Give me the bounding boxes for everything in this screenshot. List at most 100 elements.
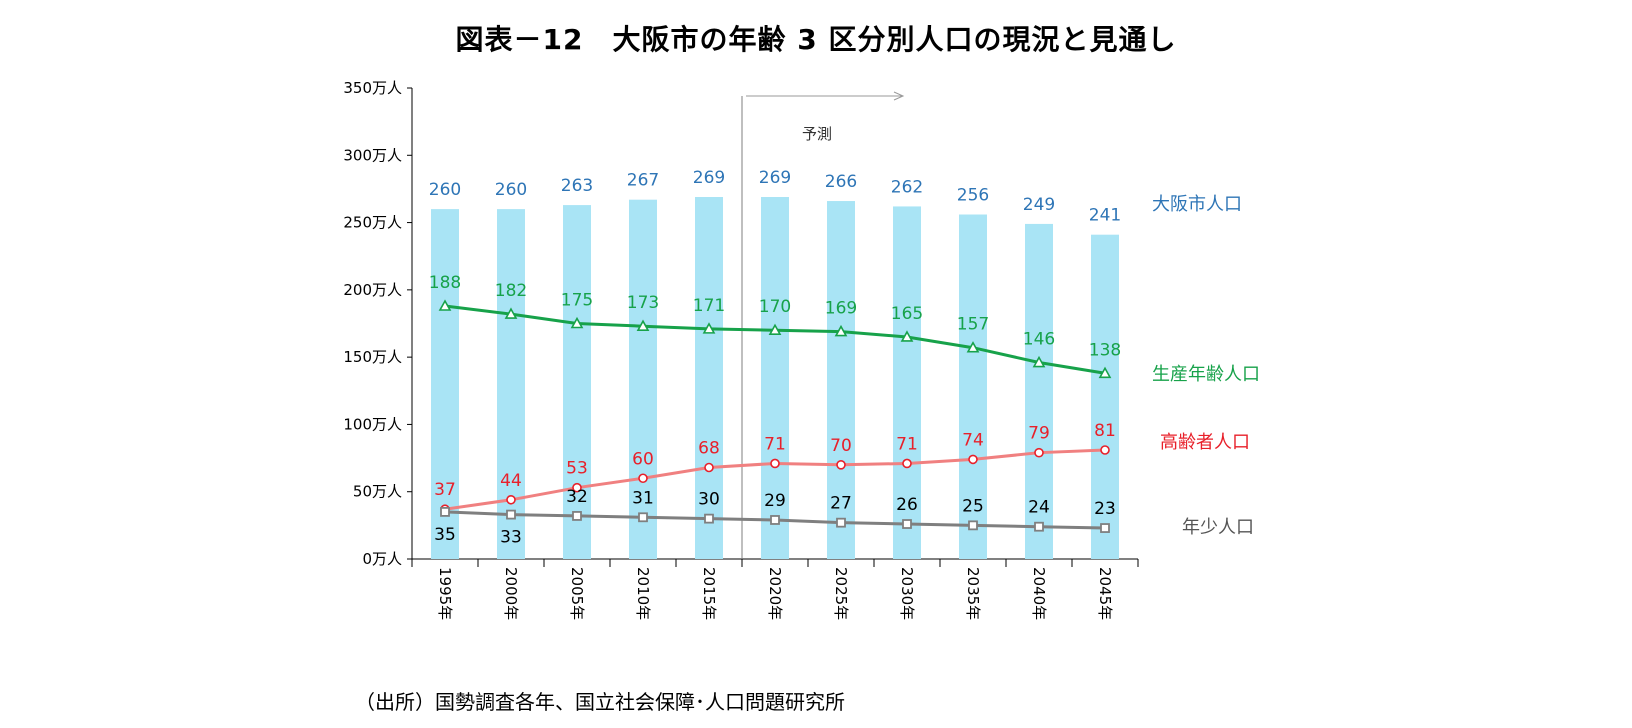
marker-youth [902, 519, 912, 529]
bar-total-population [893, 206, 921, 559]
data-label-elderly: 74 [962, 430, 984, 450]
data-label-elderly: 68 [698, 438, 720, 458]
marker-elderly [1034, 447, 1044, 458]
data-label-elderly: 71 [896, 434, 918, 454]
marker-working-age [570, 316, 584, 329]
y-tick-label: 50万人 [353, 483, 402, 501]
x-tick-label: 2030年 [898, 567, 916, 620]
marker-working-age [504, 307, 518, 319]
data-label-working-age: 146 [1023, 330, 1055, 350]
marker-working-age [636, 319, 650, 331]
data-label-working-age: 175 [561, 291, 593, 311]
marker-youth [1034, 521, 1044, 532]
marker-elderly [638, 473, 648, 484]
marker-youth [1100, 523, 1110, 533]
data-label-youth: 30 [698, 490, 720, 510]
bar-total-population [695, 197, 723, 559]
data-label-youth: 32 [566, 487, 588, 507]
y-tick-label: 0万人 [362, 550, 402, 568]
y-tick-label: 100万人 [343, 415, 402, 433]
x-tick-label: 2000年 [502, 567, 520, 620]
data-label-youth: 25 [962, 496, 984, 516]
bar-value-label: 241 [1089, 206, 1121, 226]
data-label-youth: 29 [764, 491, 786, 511]
forecast-layer: 予測 [741, 91, 905, 559]
series-name-label: 生産年齢人口 [1152, 364, 1260, 385]
bar-value-label: 256 [957, 185, 989, 205]
marker-elderly [572, 482, 582, 493]
marker-youth [704, 513, 714, 524]
y-tick-label: 350万人 [343, 79, 402, 97]
x-tick-label: 2035年 [964, 567, 982, 620]
marker-youth [836, 517, 846, 528]
chart-title: 図表－12 大阪市の年齢 3 区分別人口の現況と見通し [455, 23, 1177, 56]
y-tick-label: 150万人 [343, 348, 402, 366]
lines-layer [438, 299, 1112, 533]
marker-working-age [438, 299, 452, 311]
bar-value-label: 263 [561, 176, 593, 196]
data-label-working-age: 138 [1089, 340, 1121, 360]
marker-elderly [1100, 445, 1110, 455]
marker-elderly [968, 454, 978, 465]
x-tick-label: 2040年 [1030, 567, 1048, 620]
bar-total-population [629, 199, 657, 560]
marker-working-age [1032, 355, 1046, 368]
data-label-working-age: 188 [429, 273, 461, 293]
data-label-elderly: 79 [1028, 424, 1050, 444]
marker-elderly [506, 494, 516, 505]
marker-working-age [1098, 366, 1112, 379]
series-name-label: 年少人口 [1182, 517, 1254, 538]
series-name-label: 大阪市人口 [1152, 194, 1242, 215]
data-label-youth: 23 [1094, 499, 1116, 519]
marker-youth [770, 515, 780, 525]
bar-total-population [959, 214, 987, 560]
forecast-arrow-head [893, 91, 905, 101]
marker-working-age [900, 330, 914, 342]
marker-working-age [966, 341, 980, 353]
marker-working-age [834, 324, 848, 337]
bar-total-population [431, 209, 459, 559]
marker-elderly [902, 458, 912, 469]
x-tick-label: 2005年 [568, 567, 586, 620]
x-tick-label: 1995年 [436, 567, 454, 620]
bar-value-label: 260 [429, 180, 461, 200]
bar-total-population [827, 201, 855, 560]
marker-working-age [768, 323, 782, 336]
bar-total-population [1091, 234, 1119, 559]
marker-working-age [702, 322, 716, 334]
y-tick-label: 250万人 [343, 214, 402, 232]
marker-youth [572, 511, 582, 521]
bar-value-label: 249 [1023, 195, 1055, 215]
data-label-youth: 35 [434, 525, 456, 545]
data-label-elderly: 70 [830, 436, 852, 456]
data-label-youth: 27 [830, 494, 852, 514]
bar-value-label: 269 [759, 168, 791, 188]
data-label-working-age: 165 [891, 304, 923, 324]
data-label-elderly: 60 [632, 449, 654, 469]
bar-value-label: 267 [627, 171, 659, 191]
x-tick-label: 2010年 [634, 567, 652, 620]
bar-total-population [761, 197, 789, 559]
series-name-label: 高齢者人口 [1160, 432, 1250, 453]
data-label-elderly: 44 [500, 471, 522, 491]
x-tick-label: 2045年 [1096, 567, 1114, 620]
data-label-elderly: 81 [1094, 421, 1116, 441]
data-label-youth: 33 [500, 528, 522, 548]
bar-value-label: 266 [825, 172, 857, 192]
data-label-working-age: 171 [693, 296, 725, 316]
marker-youth [440, 506, 450, 517]
bar-value-label: 260 [495, 180, 527, 200]
data-label-elderly: 71 [764, 434, 786, 454]
marker-youth [968, 520, 978, 531]
x-tick-label: 2015年 [700, 567, 718, 620]
bar-value-label: 269 [693, 168, 725, 188]
chart-svg: 0万人 50万人 100万人 150万人 200万人 250万人 300万人 350万人 199… [343, 79, 1260, 620]
y-tick-label: 300万人 [343, 146, 402, 164]
y-tick-label: 200万人 [343, 281, 402, 299]
marker-elderly [770, 458, 780, 469]
data-label-working-age: 170 [759, 297, 791, 317]
bar-value-label: 262 [891, 177, 923, 197]
data-label-youth: 31 [632, 488, 654, 508]
labels-layer: 260 260 263 267 269 269 266 262 256 249 241 188 182 1… [429, 168, 1260, 548]
marker-youth [506, 509, 516, 520]
